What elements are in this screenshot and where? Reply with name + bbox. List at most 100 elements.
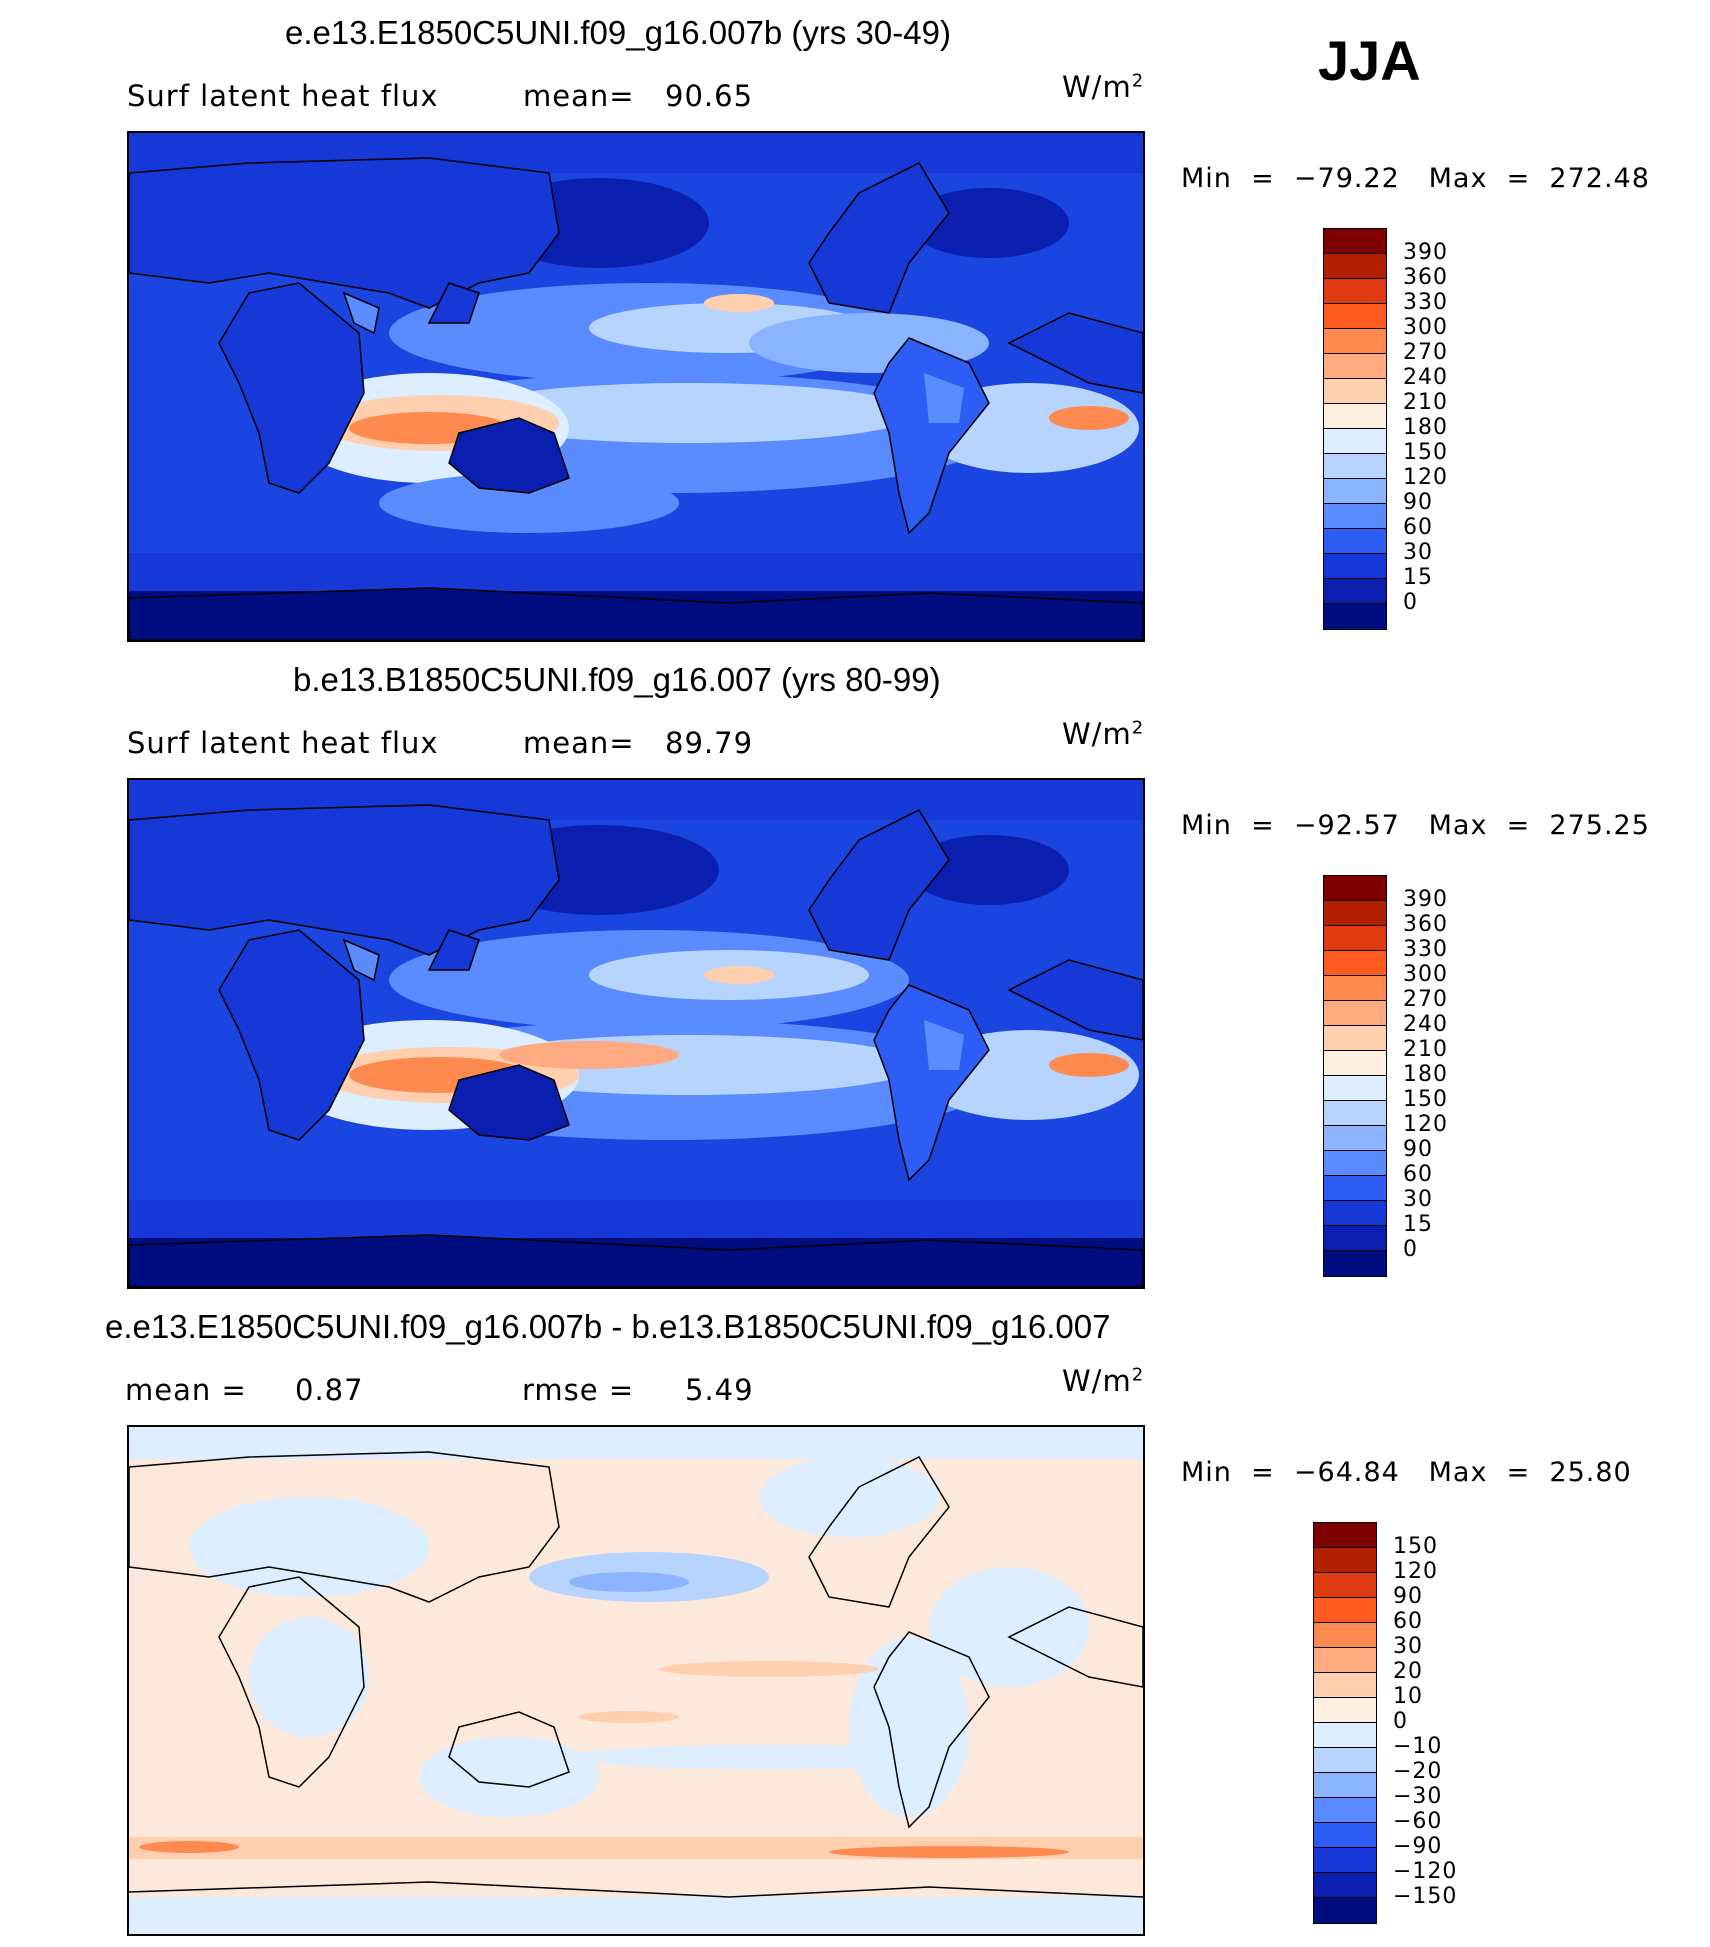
colorbar-swatch [1324,926,1386,951]
panel-2-mean-label: mean= [523,726,635,760]
panel-3-map [127,1425,1145,1936]
colorbar-tick-label: −10 [1393,1734,1443,1759]
panel-3-map-svg [129,1427,1143,1934]
colorbar-swatch [1324,951,1386,976]
panel-2-mean-value: 89.79 [665,726,754,760]
colorbar-swatch [1314,1548,1376,1573]
panel-2-map-svg [129,780,1143,1287]
colorbar-swatch [1314,1698,1376,1723]
colorbar-tick-label: 120 [1393,1559,1438,1584]
colorbar-swatch [1314,1748,1376,1773]
colorbar-swatch [1314,1623,1376,1648]
colorbar-tick-label: 60 [1403,1162,1433,1187]
colorbar-tick-label: 90 [1403,1137,1433,1162]
colorbar-tick-label: −120 [1393,1859,1458,1884]
colorbar-tick-label: 210 [1403,390,1448,415]
colorbar-tick-label: 270 [1403,987,1448,1012]
panel-1-mean-label: mean= [523,79,635,113]
colorbar-swatch [1324,1251,1386,1276]
colorbar-tick-label: 180 [1403,415,1448,440]
panel-1-map [127,131,1145,642]
panel-2-min-label: Min [1181,810,1232,841]
colorbar-swatch [1324,1126,1386,1151]
colorbar-tick-label: 150 [1393,1534,1438,1559]
colorbar-tick-label: 30 [1403,540,1433,565]
panel-2-units: W/m2 [1062,717,1145,751]
colorbar-tick-label: 90 [1403,490,1433,515]
colorbar-swatch [1314,1798,1376,1823]
colorbar-tick-label: −90 [1393,1834,1443,1859]
panel-3-title: e.e13.E1850C5UNI.f09_g16.007b - b.e13.B1… [105,1308,1111,1345]
colorbar-tick-label: 240 [1403,1012,1448,1037]
panel-2-variable: Surf latent heat flux [127,726,439,760]
colorbar-swatch [1324,279,1386,304]
colorbar-tick-label: 60 [1403,515,1433,540]
panel-3-rmse-label: rmse = [522,1373,635,1407]
colorbar-swatch [1324,1051,1386,1076]
colorbar-tick-label: 270 [1403,340,1448,365]
panel-2-max-value: 275.25 [1549,810,1650,841]
panel-3-mean-value: 0.87 [295,1373,364,1407]
colorbar-swatch [1314,1598,1376,1623]
panel-2-min-max: Min = −92.57 Max = 275.25 [1181,810,1650,841]
colorbar-swatch [1324,454,1386,479]
colorbar-tick-label: 15 [1403,565,1433,590]
colorbar-tick-label: 0 [1403,590,1418,615]
colorbar-tick-label: 300 [1403,962,1448,987]
panel-1-max-value: 272.48 [1549,163,1650,194]
colorbar-swatch [1324,479,1386,504]
panel-3-min-max: Min = −64.84 Max = 25.80 [1181,1457,1632,1488]
colorbar-swatch [1324,304,1386,329]
colorbar-swatch [1324,1201,1386,1226]
panel-2-max-label: Max [1428,810,1488,841]
colorbar-swatch [1324,404,1386,429]
colorbar-tick-label: 120 [1403,465,1448,490]
colorbar-swatch [1324,254,1386,279]
colorbar-swatch [1314,1898,1376,1923]
colorbar-swatch [1314,1673,1376,1698]
colorbar-tick-label: 360 [1403,265,1448,290]
colorbar-tick-label: 0 [1393,1709,1408,1734]
colorbar-swatch [1324,354,1386,379]
colorbar-swatch [1314,1648,1376,1673]
colorbar-swatch [1324,329,1386,354]
colorbar-tick-label: 240 [1403,365,1448,390]
colorbar-tick-label: −150 [1393,1884,1458,1909]
colorbar-swatch [1324,901,1386,926]
colorbar-swatch [1324,1101,1386,1126]
colorbar-tick-label: 180 [1403,1062,1448,1087]
panel-3-rmse-value: 5.49 [685,1373,754,1407]
colorbar-tick-label: 10 [1393,1684,1423,1709]
colorbar-swatch [1314,1523,1376,1548]
panel-3-colorbar [1313,1522,1377,1924]
colorbar-tick-label: 390 [1403,887,1448,912]
colorbar-swatch [1324,1001,1386,1026]
colorbar-tick-label: −30 [1393,1784,1443,1809]
colorbar-swatch [1314,1773,1376,1798]
colorbar-swatch [1314,1823,1376,1848]
colorbar-swatch [1324,1226,1386,1251]
panel-3-max-value: 25.80 [1549,1457,1632,1488]
colorbar-swatch [1324,1176,1386,1201]
colorbar-tick-label: 360 [1403,912,1448,937]
colorbar-tick-label: 150 [1403,1087,1448,1112]
colorbar-swatch [1314,1573,1376,1598]
colorbar-swatch [1314,1723,1376,1748]
colorbar-tick-label: 30 [1393,1634,1423,1659]
colorbar-swatch [1324,579,1386,604]
colorbar-tick-label: 20 [1393,1659,1423,1684]
colorbar-tick-label: 330 [1403,937,1448,962]
colorbar-tick-label: 0 [1403,1237,1418,1262]
colorbar-swatch [1324,504,1386,529]
panel-1-mean-value: 90.65 [665,79,754,113]
panel-2-map [127,778,1145,1289]
panel-2-title: b.e13.B1850C5UNI.f09_g16.007 (yrs 80-99) [293,661,941,698]
panel-2-min-value: −92.57 [1293,810,1400,841]
panel-1-max-label: Max [1428,163,1488,194]
colorbar-tick-label: 30 [1403,1187,1433,1212]
colorbar-tick-label: −20 [1393,1759,1443,1784]
panel-1-min-max: Min = −79.22 Max = 272.48 [1181,163,1650,194]
panel-1-colorbar [1323,228,1387,630]
colorbar-swatch [1324,379,1386,404]
panel-1-min-value: −79.22 [1293,163,1400,194]
